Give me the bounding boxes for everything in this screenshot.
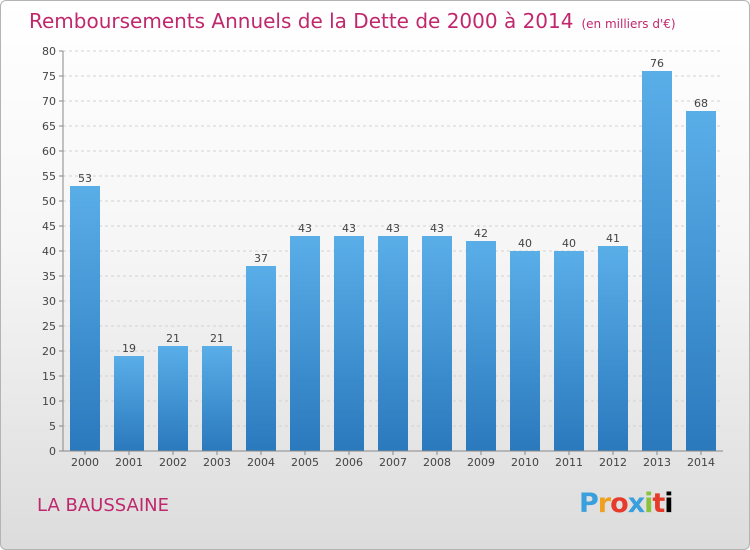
- x-tick-label: 2000: [71, 456, 99, 469]
- x-tick-label: 2010: [511, 456, 539, 469]
- x-tick-label: 2012: [599, 456, 627, 469]
- bar-value-label: 43: [430, 222, 444, 235]
- bar-value-label: 21: [166, 332, 180, 345]
- y-tick-label: 25: [42, 320, 56, 333]
- y-tick-label: 15: [42, 370, 56, 383]
- bar-value-label: 42: [474, 227, 488, 240]
- y-tick-label: 50: [42, 195, 56, 208]
- x-tick-label: 2005: [291, 456, 319, 469]
- x-tick-label: 2009: [467, 456, 495, 469]
- x-tick-label: 2007: [379, 456, 407, 469]
- bar-2010: [510, 251, 540, 451]
- bar-value-label: 76: [650, 57, 664, 70]
- bar-2009: [466, 241, 496, 451]
- bar-2014: [686, 111, 716, 451]
- place-name: LA BAUSSAINE: [37, 495, 169, 516]
- proxiti-logo: Proxiti: [579, 488, 674, 519]
- bar-2001: [114, 356, 144, 451]
- y-tick-label: 0: [49, 445, 56, 458]
- chart-title: Remboursements Annuels de la Dette de 20…: [29, 9, 676, 33]
- bar-2007: [378, 236, 408, 451]
- bar-2004: [246, 266, 276, 451]
- y-tick-label: 80: [42, 45, 56, 58]
- y-tick-label: 65: [42, 120, 56, 133]
- bar-value-label: 43: [342, 222, 356, 235]
- bar-value-label: 53: [78, 172, 92, 185]
- x-tick-label: 2006: [335, 456, 363, 469]
- bar-value-label: 40: [562, 237, 576, 250]
- bar-value-label: 68: [694, 97, 708, 110]
- bar-2002: [158, 346, 188, 451]
- x-tick-label: 2001: [115, 456, 143, 469]
- y-tick-label: 10: [42, 395, 56, 408]
- bar-2006: [334, 236, 364, 451]
- bar-2008: [422, 236, 452, 451]
- bar-value-label: 43: [386, 222, 400, 235]
- y-tick-label: 75: [42, 70, 56, 83]
- x-tick-label: 2014: [687, 456, 715, 469]
- x-tick-label: 2004: [247, 456, 275, 469]
- y-tick-label: 5: [49, 420, 56, 433]
- y-tick-label: 40: [42, 245, 56, 258]
- y-tick-label: 35: [42, 270, 56, 283]
- bar-2012: [598, 246, 628, 451]
- y-tick-label: 60: [42, 145, 56, 158]
- bar-value-label: 43: [298, 222, 312, 235]
- x-tick-label: 2013: [643, 456, 671, 469]
- x-tick-label: 2002: [159, 456, 187, 469]
- bar-2003: [202, 346, 232, 451]
- y-tick-label: 30: [42, 295, 56, 308]
- bar-2013: [642, 71, 672, 451]
- bar-chart: 53 19 21 21 37 43 43 43 43 42 40 40 41 76 68 0 5 10 15 20 2…: [42, 45, 723, 469]
- bar-value-label: 21: [210, 332, 224, 345]
- chart-title-text: Remboursements Annuels de la Dette de 20…: [29, 9, 574, 33]
- y-tick-label: 70: [42, 95, 56, 108]
- x-tick-label: 2011: [555, 456, 583, 469]
- chart-unit: (en milliers d'€): [581, 17, 676, 31]
- bar-2005: [290, 236, 320, 451]
- bar-value-label: 19: [122, 342, 136, 355]
- bar-value-label: 41: [606, 232, 620, 245]
- x-tick-label: 2008: [423, 456, 451, 469]
- bar-value-label: 40: [518, 237, 532, 250]
- bar-2000: [70, 186, 100, 451]
- bar-2011: [554, 251, 584, 451]
- bar-value-label: 37: [254, 252, 268, 265]
- y-tick-label: 45: [42, 220, 56, 233]
- y-tick-label: 55: [42, 170, 56, 183]
- x-tick-label: 2003: [203, 456, 231, 469]
- y-tick-label: 20: [42, 345, 56, 358]
